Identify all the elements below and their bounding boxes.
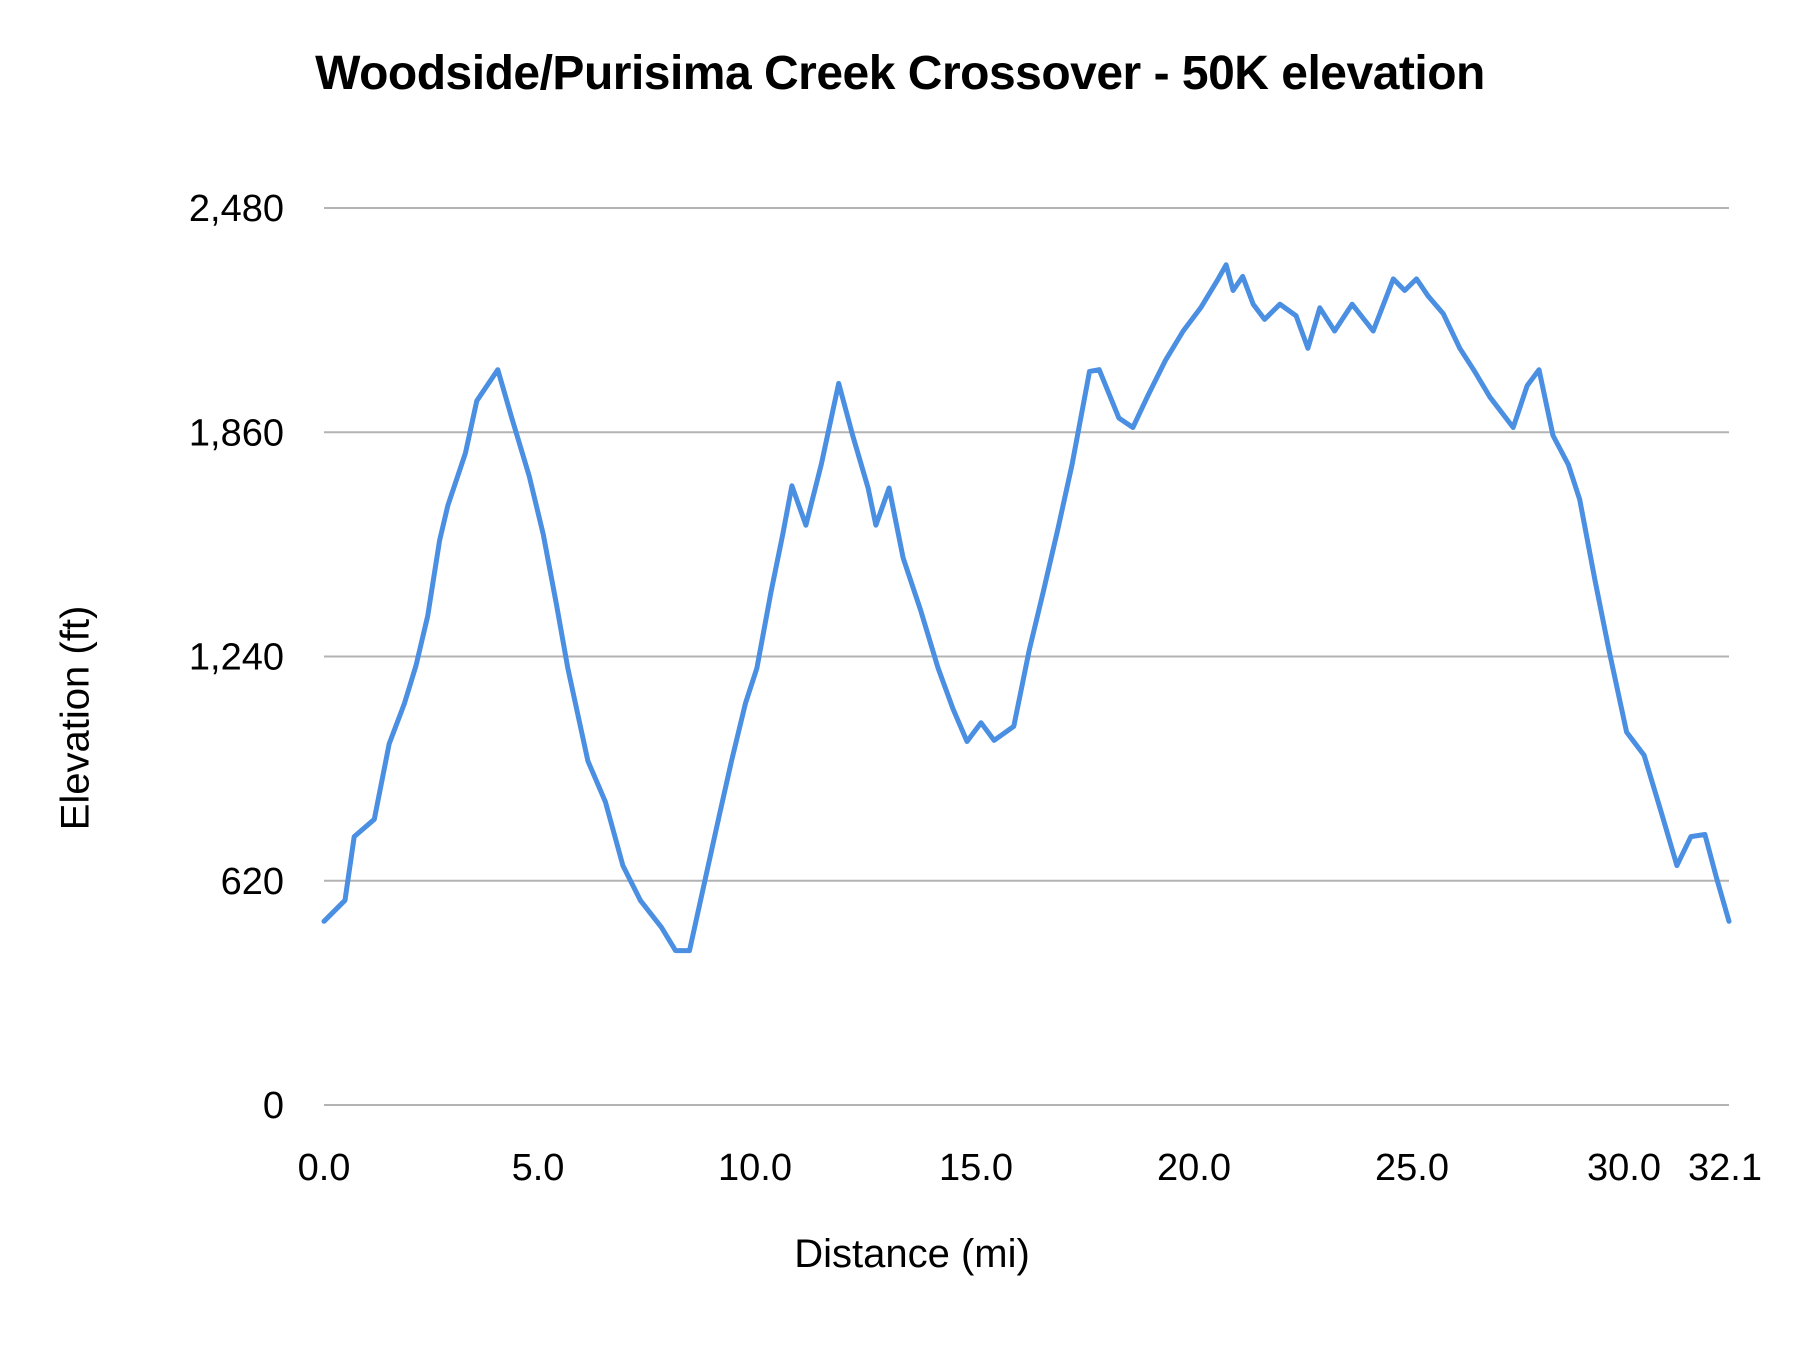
y-tick-label: 1,860 <box>189 412 284 454</box>
x-tick-label: 30.0 <box>1587 1147 1661 1189</box>
y-tick-label: 1,240 <box>189 637 284 679</box>
chart-title: Woodside/Purisima Creek Crossover - 50K … <box>315 47 1485 100</box>
y-tick-label: 0 <box>263 1085 284 1127</box>
elevation-line <box>321 262 1732 954</box>
x-axis-label: Distance (mi) <box>794 1232 1030 1276</box>
x-tick-label: 0.0 <box>298 1147 351 1189</box>
x-axis-ticks: 0.0 5.0 10.0 15.0 20.0 25.0 30.0 32.1 <box>298 1147 1762 1189</box>
x-tick-label: 5.0 <box>512 1147 565 1189</box>
x-tick-label: 20.0 <box>1157 1147 1231 1189</box>
x-tick-label: 10.0 <box>718 1147 792 1189</box>
y-axis-ticks: 0 620 1,240 1,860 2,480 <box>189 188 284 1127</box>
x-tick-label: 32.1 <box>1688 1147 1762 1189</box>
y-tick-label: 2,480 <box>189 188 284 230</box>
x-tick-label: 25.0 <box>1375 1147 1449 1189</box>
x-tick-label: 15.0 <box>939 1147 1013 1189</box>
y-tick-label: 620 <box>221 861 284 903</box>
